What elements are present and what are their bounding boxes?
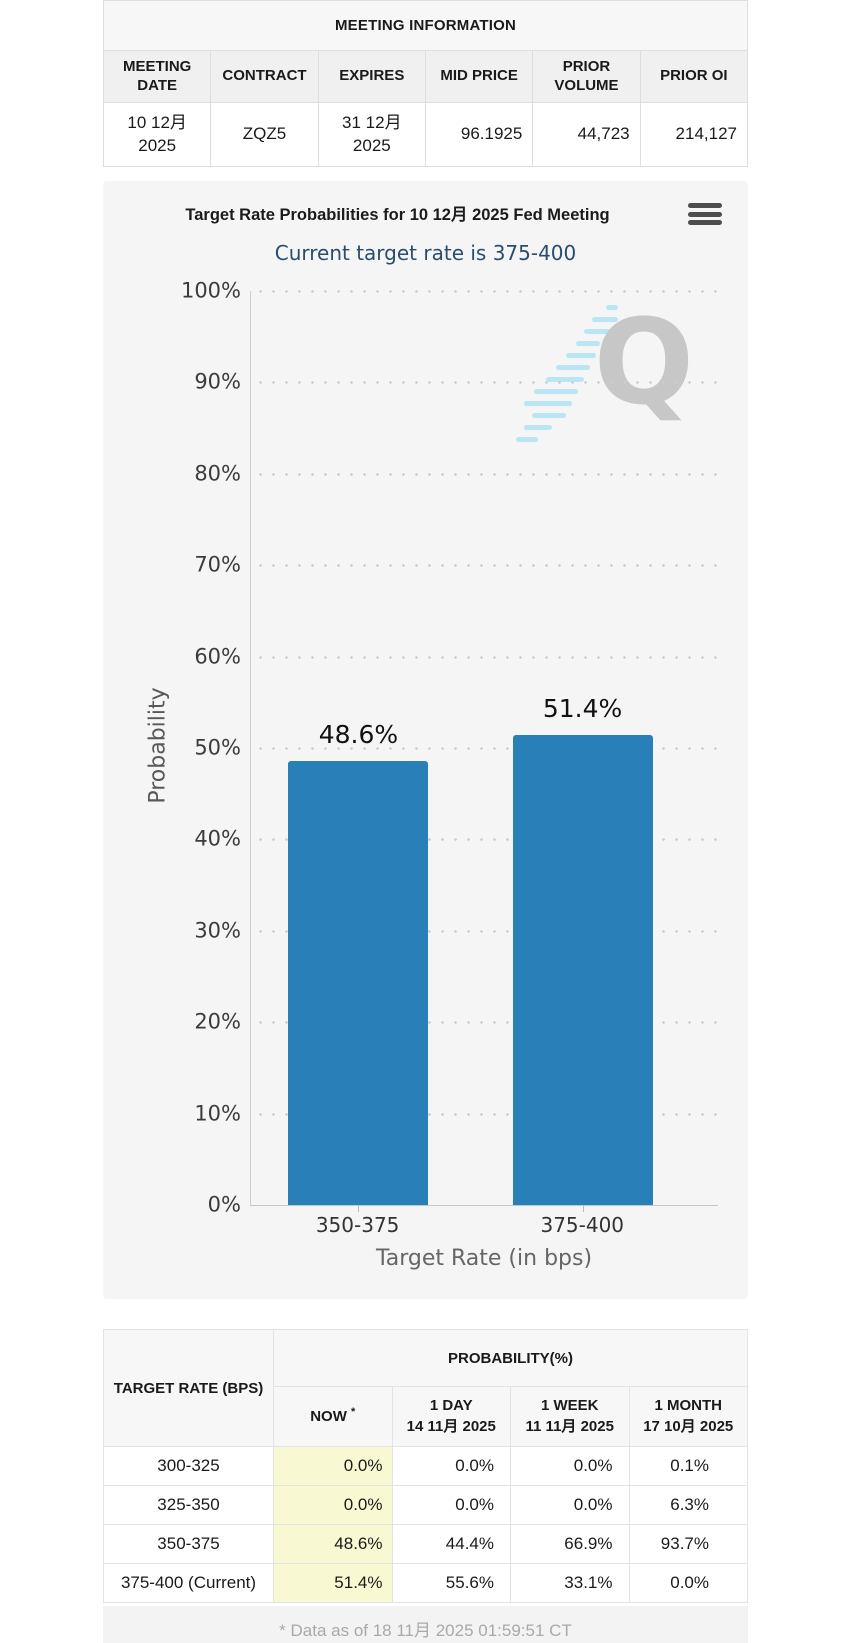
x-axis-category-label: 350-375	[315, 1213, 400, 1237]
y-axis-tick-label: 40%	[194, 826, 241, 851]
chart-title: Target Rate Probabilities for 10 12月 202…	[185, 206, 610, 224]
col-prior-oi: PRIOR OI	[639, 50, 749, 103]
meeting-info-header-row: MEETING DATE CONTRACT EXPIRES MID PRICE …	[102, 50, 749, 103]
quikstrike-watermark: Q	[510, 297, 700, 452]
rate-range-label: 300-325	[103, 1446, 274, 1486]
col-expires: EXPIRES	[317, 50, 426, 103]
y-axis-tick-label: 10%	[194, 1101, 241, 1126]
week-value: 0.0%	[510, 1485, 630, 1525]
x-axis-tick	[358, 1205, 360, 1212]
gridline	[252, 564, 720, 568]
watermark-q-letter: Q	[593, 293, 694, 431]
y-axis-tick-label: 100%	[180, 278, 241, 303]
meeting-date-value: 10 12月 2025	[102, 102, 212, 167]
data-as-of-footnote: * Data as of 18 11月 2025 01:59:51 CT	[103, 1606, 748, 1643]
subheader-1week: 1 WEEK 11 11月 2025	[510, 1386, 630, 1447]
col-meeting-date: MEETING DATE	[102, 50, 212, 103]
chart-subtitle: Current target rate is 375-400	[274, 241, 577, 265]
x-axis-title: Target Rate (in bps)	[375, 1246, 593, 1271]
gridline	[252, 1112, 720, 1116]
contract-value: ZQZ5	[210, 102, 319, 167]
y-axis-tick-label: 50%	[194, 735, 241, 760]
mid-price-value: 96.1925	[424, 102, 534, 167]
month-value: 0.1%	[628, 1446, 748, 1486]
rate-range-label: 325-350	[103, 1485, 274, 1525]
subheader-1day: 1 DAY 14 11月 2025	[391, 1386, 511, 1447]
x-axis-tick	[582, 1205, 584, 1212]
subheader-1month: 1 MONTH 17 10月 2025	[628, 1386, 748, 1447]
now-value: 48.6%	[273, 1524, 393, 1564]
probability-table: TARGET RATE (BPS) PROBABILITY(%) NOW * 1…	[103, 1329, 748, 1603]
gridline	[252, 929, 720, 933]
gridline	[252, 838, 720, 842]
day-value: 0.0%	[391, 1485, 511, 1525]
y-axis-tick-label: 80%	[194, 461, 241, 486]
now-asterisk: *	[351, 1406, 356, 1419]
table-row: 375-400 (Current) 51.4% 55.6% 33.1% 0.0%	[103, 1563, 748, 1603]
meeting-info-data-row: 10 12月 2025 ZQZ5 31 12月 2025 96.1925 44,…	[102, 102, 749, 167]
target-rate-bps-header: TARGET RATE (BPS)	[103, 1329, 274, 1447]
y-axis-tick-label: 20%	[194, 1009, 241, 1034]
subheader-now: NOW *	[273, 1386, 393, 1447]
week-value: 0.0%	[510, 1446, 630, 1486]
gridline	[252, 747, 720, 750]
gridline	[252, 290, 720, 293]
hamburger-menu-icon[interactable]	[688, 201, 722, 227]
gridline	[252, 381, 720, 385]
chart-plot: Q 0% 10% 20% 30% 40% 50% 60% 70% 80% 90% 100% 48.6%…	[181, 279, 720, 1217]
bar-value-label: 48.6%	[318, 719, 399, 749]
gridline	[252, 472, 720, 476]
week-value: 33.1%	[510, 1563, 630, 1603]
gridline	[252, 1021, 720, 1025]
meeting-info-table: MEETING INFORMATION MEETING DATE CONTRAC…	[102, 0, 749, 167]
y-axis-tick-label: 70%	[194, 552, 241, 577]
month-value: 6.3%	[628, 1485, 748, 1525]
probability-bar-350-375[interactable]	[288, 760, 429, 1205]
month-value: 0.0%	[628, 1563, 748, 1603]
x-axis-category-labels: 350-375 375-400	[250, 1206, 718, 1242]
now-label: NOW	[310, 1408, 347, 1426]
now-value: 0.0%	[273, 1485, 393, 1525]
rate-range-label: 350-375	[103, 1524, 274, 1564]
prior-volume-value: 44,723	[532, 102, 641, 167]
chart-plot-wrap: Probability	[146, 279, 720, 1217]
day-value: 55.6%	[391, 1563, 511, 1603]
bar-value-label: 51.4%	[542, 694, 623, 724]
now-value: 51.4%	[273, 1563, 393, 1603]
col-contract: CONTRACT	[210, 50, 319, 103]
day-value: 44.4%	[391, 1524, 511, 1564]
table-row: 300-325 0.0% 0.0% 0.0% 0.1%	[103, 1446, 748, 1486]
expires-value: 31 12月 2025	[317, 102, 426, 167]
probability-group-header: PROBABILITY(%)	[273, 1329, 748, 1387]
y-axis-tick-label: 60%	[194, 644, 241, 669]
meeting-info-title: MEETING INFORMATION	[103, 0, 748, 51]
table-row: 325-350 0.0% 0.0% 0.0% 6.3%	[103, 1485, 748, 1525]
y-axis-tick-label: 90%	[194, 369, 241, 394]
month-value: 93.7%	[628, 1524, 748, 1564]
rate-range-label: 375-400 (Current)	[103, 1563, 274, 1603]
week-value: 66.9%	[510, 1524, 630, 1564]
watermark-stripes	[516, 305, 618, 442]
day-value: 0.0%	[391, 1446, 511, 1486]
x-axis-category-label: 375-400	[540, 1213, 625, 1237]
prior-oi-value: 214,127	[639, 102, 749, 167]
col-mid-price: MID PRICE	[424, 50, 534, 103]
y-axis-tick-label: 0%	[207, 1192, 241, 1217]
gridline	[252, 655, 720, 659]
probability-bar-375-400[interactable]	[512, 735, 653, 1205]
table-row: 350-375 48.6% 44.4% 66.9% 93.7%	[103, 1524, 748, 1564]
col-prior-volume: PRIOR VOLUME	[532, 50, 641, 103]
probability-table-group-header-row: TARGET RATE (BPS) PROBABILITY(%)	[103, 1329, 748, 1447]
probability-table-subheader-row: NOW * 1 DAY 14 11月 2025 1 WEEK 11 11月 2025…	[104, 1386, 748, 1447]
page-content: MEETING INFORMATION MEETING DATE CONTRAC…	[102, 0, 749, 1643]
y-axis-title: Probability	[145, 686, 171, 804]
target-rate-chart-panel: Target Rate Probabilities for 10 12月 202…	[103, 181, 748, 1299]
now-value: 0.0%	[273, 1446, 393, 1486]
y-axis-tick-label: 30%	[194, 918, 241, 943]
